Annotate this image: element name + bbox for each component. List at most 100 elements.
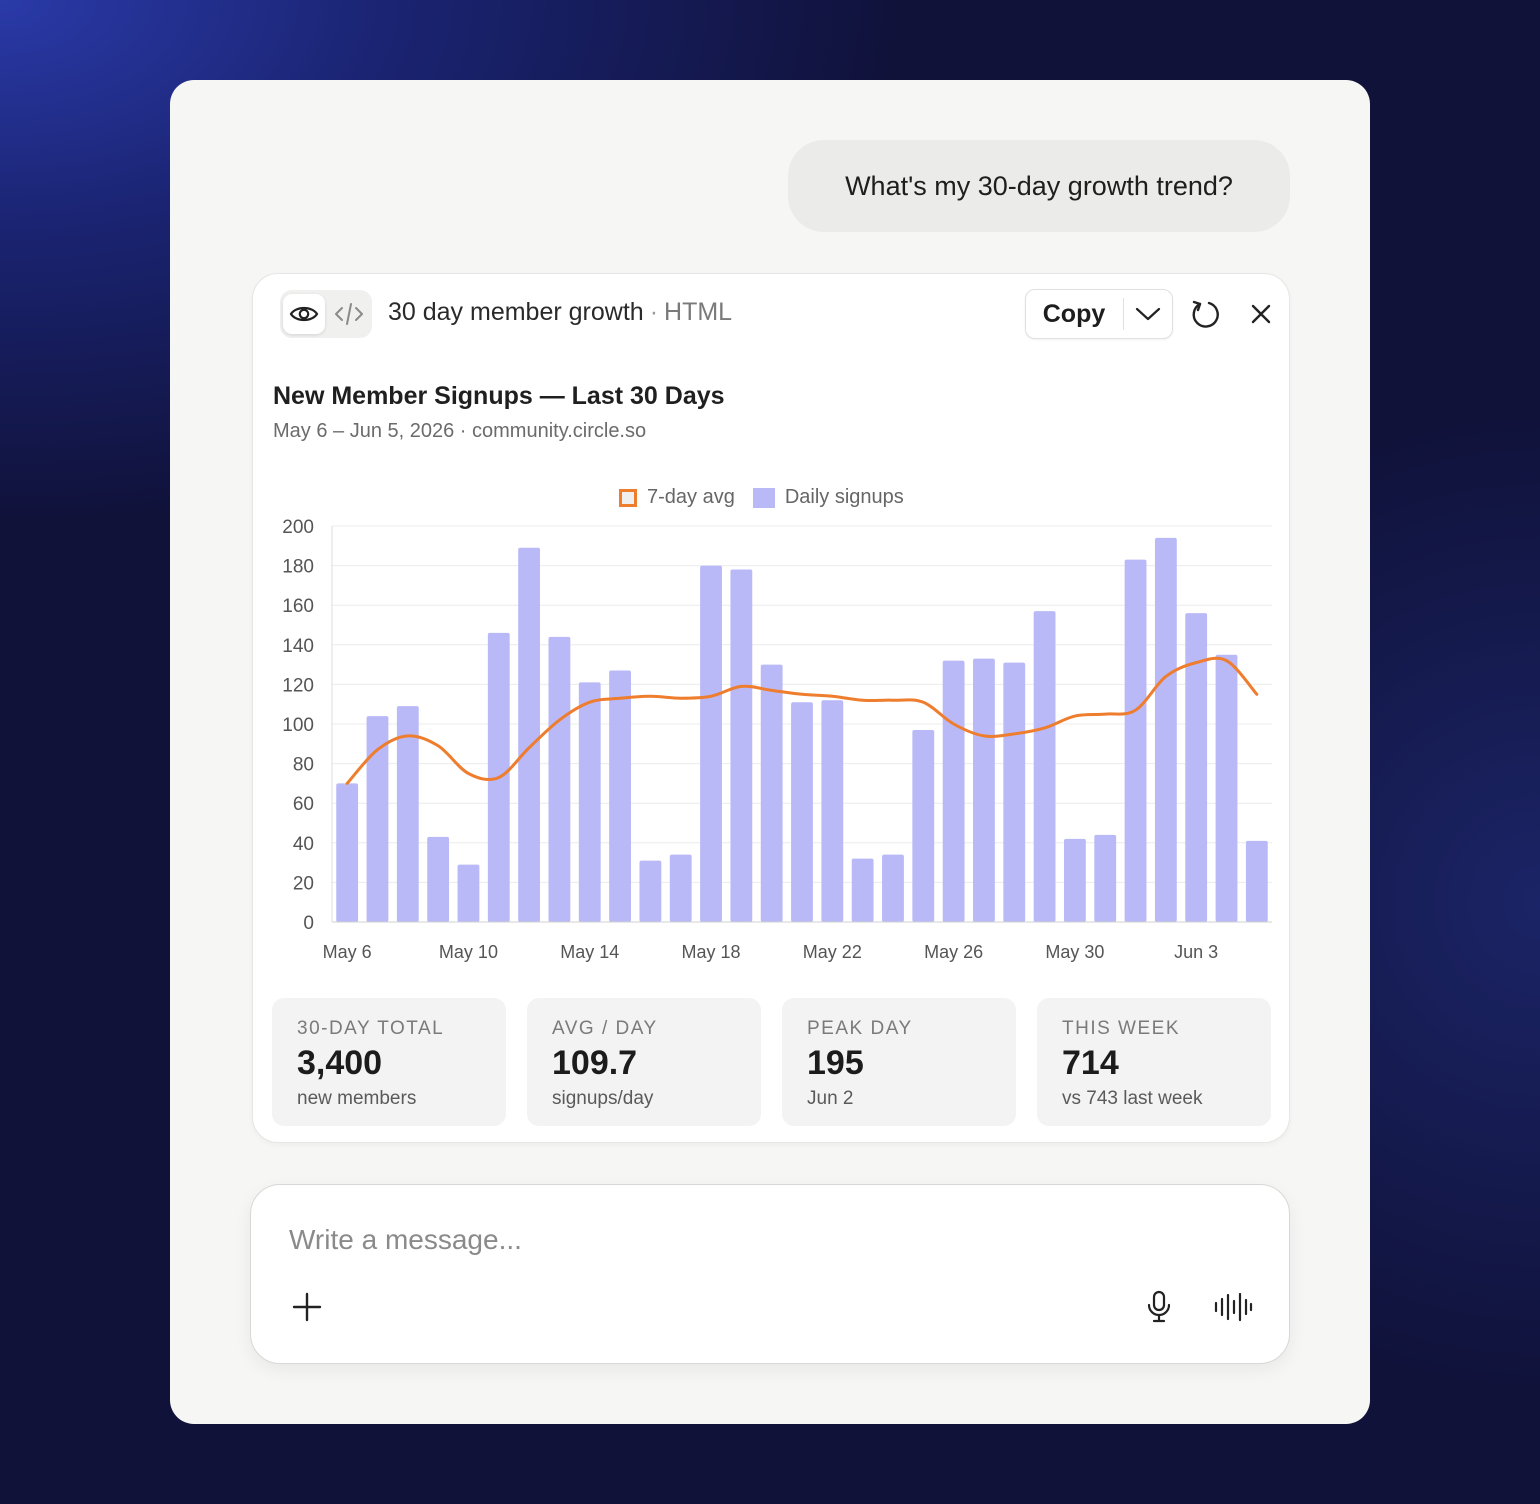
signup-bar (760, 664, 783, 922)
y-tick-label: 120 (282, 675, 314, 696)
title-separator: · (649, 298, 659, 326)
artifact-title: 30 day member growth · HTML (388, 298, 732, 327)
signups-chart: 0 20 40 60 80 100 120 140 160 180 200 May 6 May 10 Ma… (282, 517, 1272, 962)
y-tick-label: 80 (293, 755, 314, 776)
signup-bar (1003, 662, 1026, 922)
stat-sub: signups/day (552, 1088, 654, 1109)
code-toggle-button[interactable] (328, 294, 370, 334)
close-icon (1251, 304, 1271, 324)
signup-bar (851, 858, 874, 922)
stat-value: 195 (807, 1044, 864, 1082)
close-button[interactable] (1243, 296, 1279, 332)
artifact-name: 30 day member growth (388, 298, 644, 326)
stat-value: 714 (1062, 1044, 1119, 1082)
artifact-toolbar: 30 day member growth · HTML Copy (253, 274, 1289, 356)
signup-bar (1124, 559, 1147, 922)
x-tick-label: May 22 (803, 942, 862, 962)
avg-line (345, 656, 1259, 785)
signup-bar (1094, 834, 1117, 922)
signup-bar (578, 682, 601, 922)
stat-card-week: THIS WEEK 714 vs 743 last week (1037, 998, 1271, 1126)
app-window: What's my 30-day growth trend? (170, 80, 1370, 1424)
stat-label: AVG / DAY (552, 1018, 658, 1039)
signup-bar (669, 854, 692, 922)
x-tick-label: May 30 (1045, 942, 1104, 962)
y-tick-label: 160 (282, 596, 314, 617)
chevron-down-icon (1135, 307, 1161, 321)
signup-bar (396, 706, 419, 922)
stat-label: THIS WEEK (1062, 1018, 1181, 1039)
signup-bar (548, 636, 571, 922)
y-tick-label: 20 (293, 873, 314, 894)
chart-legend: 7-day avg Daily signups (619, 486, 922, 509)
y-tick-label: 140 (282, 636, 314, 657)
signup-bar (1154, 537, 1177, 922)
stat-label: PEAK DAY (807, 1018, 913, 1039)
signup-bar (730, 569, 753, 922)
stat-value: 3,400 (297, 1044, 383, 1082)
view-toggle (280, 290, 372, 338)
microphone-icon (1147, 1290, 1171, 1323)
signup-bar (1063, 838, 1086, 922)
signup-bar (791, 702, 813, 922)
x-tick-label: May 26 (924, 942, 983, 962)
y-tick-label: 0 (303, 913, 314, 934)
legend-label-avg: 7-day avg (647, 486, 735, 508)
legend-swatch-daily (752, 487, 775, 508)
y-tick-label: 40 (293, 834, 314, 855)
x-tick-label: May 14 (560, 942, 619, 962)
stat-card-peak: PEAK DAY 195 Jun 2 (782, 998, 1016, 1126)
signup-bar (942, 660, 965, 922)
stat-card-total: 30-DAY TOTAL 3,400 new members (272, 998, 506, 1126)
signup-bar (1215, 654, 1238, 922)
y-tick-label: 60 (293, 794, 314, 815)
artifact-panel: 30 day member growth · HTML Copy (252, 273, 1290, 1143)
code-icon (335, 303, 363, 325)
refresh-icon (1192, 300, 1219, 328)
microphone-button[interactable] (1139, 1287, 1179, 1327)
signup-bar (1185, 613, 1208, 922)
signup-bar (457, 864, 480, 922)
signup-bar (1033, 611, 1056, 922)
signup-bar (1245, 840, 1268, 922)
signup-bar (912, 729, 935, 922)
user-message-bubble: What's my 30-day growth trend? (788, 140, 1290, 232)
stat-sub: vs 743 last week (1062, 1088, 1203, 1109)
y-tick-label: 180 (282, 557, 314, 578)
legend-item-daily[interactable]: Daily signups (752, 486, 904, 509)
stat-value: 109.7 (552, 1044, 638, 1082)
copy-button-group: Copy (1025, 289, 1173, 339)
refresh-button[interactable] (1187, 296, 1223, 332)
signup-bar (700, 565, 722, 922)
signup-bar (609, 670, 631, 922)
plus-icon (292, 1292, 322, 1322)
x-tick-label: May 10 (439, 942, 498, 962)
user-message-text: What's my 30-day growth trend? (845, 170, 1233, 201)
legend-item-avg[interactable]: 7-day avg (619, 486, 735, 509)
preview-toggle-button[interactable] (283, 294, 325, 334)
copy-menu-button[interactable] (1124, 290, 1172, 338)
legend-label-daily: Daily signups (784, 486, 904, 508)
message-input[interactable] (287, 1219, 1191, 1261)
x-tick-label: May 18 (682, 942, 741, 962)
copy-divider (1123, 298, 1124, 330)
x-tick-label: May 6 (323, 942, 372, 962)
signup-bar (518, 547, 541, 922)
chart-subtitle: May 6 – Jun 5, 2026 · community.circle.s… (273, 420, 647, 442)
signup-bar (821, 700, 844, 922)
voice-waveform-icon (1214, 1292, 1253, 1322)
stat-card-avg: AVG / DAY 109.7 signups/day (527, 998, 761, 1126)
legend-swatch-avg (619, 488, 637, 507)
add-attachment-button[interactable] (287, 1287, 327, 1327)
signup-bar (336, 783, 359, 922)
signup-bar (882, 854, 904, 922)
copy-button[interactable]: Copy (1042, 299, 1106, 328)
eye-icon (289, 306, 319, 322)
y-tick-label: 100 (282, 715, 314, 736)
signup-bar (427, 836, 450, 922)
voice-mode-button[interactable] (1213, 1287, 1253, 1327)
chart-title: New Member Signups — Last 30 Days (273, 382, 725, 410)
y-tick-label: 200 (282, 517, 314, 538)
stat-sub: Jun 2 (807, 1088, 854, 1109)
signup-bar (366, 716, 389, 922)
